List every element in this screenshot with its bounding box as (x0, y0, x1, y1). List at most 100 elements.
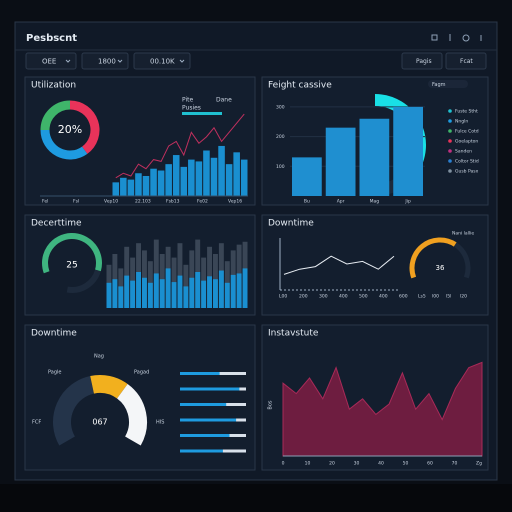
app-title: Pesbscnt (26, 33, 77, 44)
bar (130, 280, 136, 308)
x-tick-label: Fsb13 (166, 199, 180, 205)
filter-dropdown[interactable] (25, 52, 77, 70)
button-label: Pagis (416, 58, 432, 65)
filter-dropdown[interactable] (133, 52, 191, 70)
chip-label: Fagm (432, 82, 446, 88)
bar (112, 182, 120, 196)
line (283, 255, 395, 275)
bar (213, 279, 218, 308)
panel-title: Utilization (31, 81, 76, 91)
legend-entry: Sanden (455, 149, 472, 155)
bar (210, 157, 218, 196)
chip (428, 80, 468, 88)
panel-title: Downtime (31, 329, 77, 339)
panel-title: Instavstute (268, 329, 319, 339)
progress-bar (180, 434, 230, 437)
bar (136, 272, 141, 308)
y-tick-label: 100 (276, 164, 285, 170)
bar (218, 145, 225, 196)
progress-bar (180, 372, 220, 375)
gauge-label-text: HIS (156, 420, 164, 426)
x-tick-label: Fel (42, 199, 48, 205)
toolbar-button[interactable] (445, 52, 487, 70)
gauge-label-text: Pagle (48, 370, 62, 376)
donut-label: 20% (58, 123, 82, 136)
x-tick-label: Mag (370, 199, 380, 205)
x-tick-label: 50 (403, 461, 409, 467)
donut-segment (40, 100, 71, 131)
legend-dot (448, 149, 452, 153)
bar (127, 179, 135, 196)
x-tick-label: Jip (404, 199, 411, 205)
bar (218, 270, 224, 308)
x-tick-label: 40 (378, 461, 384, 467)
bar (118, 286, 124, 308)
legend-entry: Pusies (182, 105, 201, 112)
bar (142, 175, 150, 196)
legend-dot (448, 169, 452, 173)
bar (106, 282, 112, 308)
legend-entry: Fuste Stht (455, 109, 478, 115)
gauge-label: 067 (92, 418, 107, 427)
filter-label: 00.10K (150, 58, 175, 66)
bar (195, 161, 203, 196)
x-tick-label: Fsl (73, 199, 79, 205)
x-tick-label: 500 (359, 294, 368, 300)
gauge-tick-label: l00 (432, 294, 439, 300)
x-tick-label: 22.103 (135, 199, 151, 205)
legend-swatch (182, 112, 222, 115)
bar (207, 276, 212, 308)
bar (180, 166, 188, 196)
x-tick-label: Bu (304, 199, 310, 205)
panel (261, 214, 489, 316)
x-tick-label: 400 (379, 294, 388, 300)
gauge-label-text: FCF (32, 420, 41, 426)
filter-dropdown[interactable] (81, 52, 129, 70)
bar (142, 277, 147, 308)
panel-title: Downtime (268, 219, 314, 229)
bar (153, 273, 159, 308)
x-tick-label: Vep16 (228, 199, 242, 205)
bar (172, 155, 180, 196)
x-tick-label: 600 (399, 294, 408, 300)
legend-dot (448, 159, 452, 163)
legend-entry: Nngln (455, 119, 468, 125)
x-tick-label: 400 (339, 294, 348, 300)
toolbar-button[interactable] (401, 52, 443, 70)
gauge-segment (42, 233, 102, 274)
gauge-segment (90, 375, 128, 399)
bar (165, 268, 171, 308)
gauge-segment (53, 376, 95, 446)
gauge-tick-label: Ls5 (418, 294, 426, 300)
legend-dot (448, 129, 452, 133)
x-tick-label: Zg (476, 461, 482, 467)
bar (230, 274, 236, 308)
bar (325, 127, 356, 196)
gauge-tick-label: l5l (446, 294, 451, 300)
panel-title: Decerttime (31, 219, 82, 229)
filter-label: 1800 (98, 58, 116, 66)
bar (150, 168, 157, 196)
legend-entry: Coltor Stid (455, 159, 479, 165)
x-tick-label: 200 (299, 294, 308, 300)
progress-bar (180, 387, 240, 391)
x-tick-label: 0 (282, 461, 285, 467)
bar (188, 159, 195, 196)
x-tick-label: L00 (279, 294, 287, 300)
bar (159, 279, 165, 308)
gauge-segment (116, 383, 147, 446)
area (282, 361, 483, 457)
bar (240, 159, 248, 196)
bar (224, 282, 230, 308)
bar (233, 152, 240, 196)
bar (292, 157, 322, 196)
bar (393, 106, 423, 196)
x-tick-label: Fe02 (197, 199, 208, 205)
bar (135, 173, 142, 196)
bar (177, 275, 183, 308)
donut-segment (69, 100, 100, 154)
gauge-segment (66, 269, 101, 293)
gauge-label-text: Nag (94, 354, 104, 360)
bar (242, 268, 248, 308)
